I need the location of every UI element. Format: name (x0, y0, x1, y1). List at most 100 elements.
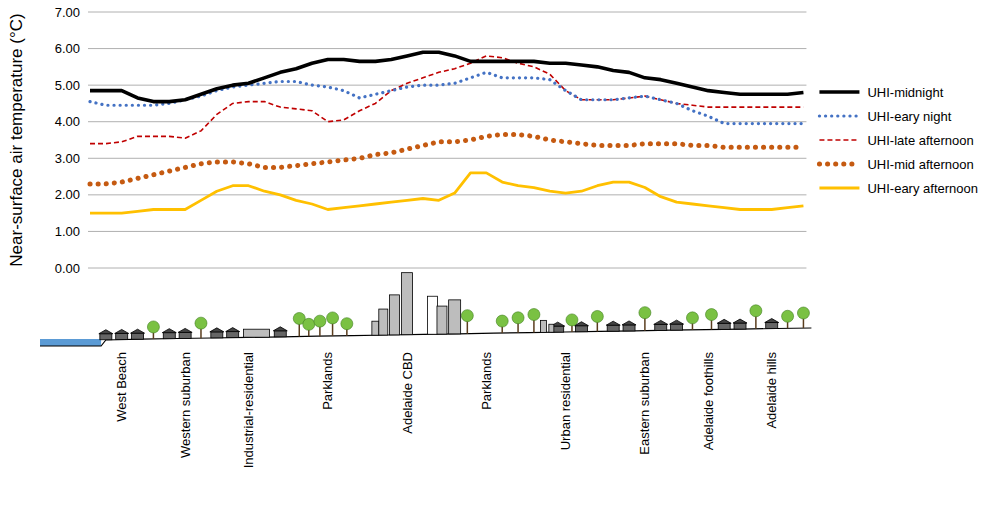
roof (606, 321, 620, 325)
x-tick-label: Parklands (479, 352, 494, 410)
house (132, 333, 144, 339)
roof (178, 328, 192, 332)
y-tick-labels: 0.00 1.00 2.00 3.00 4.00 5.00 6.00 7.00 (55, 5, 80, 276)
chart: UHI-midnightUHI-eary nightUHI-late after… (0, 0, 986, 520)
tree (591, 310, 603, 322)
roof (622, 321, 636, 325)
grid-line (88, 268, 806, 269)
building (389, 295, 399, 335)
y-axis-title: Near-surface air temperature (°C) (7, 13, 26, 266)
series-line (90, 52, 803, 101)
x-tick-label: Adelaide foothills (701, 352, 716, 451)
house (734, 323, 746, 329)
roof (131, 329, 145, 333)
legend-swatch (819, 139, 859, 141)
x-tick-label: Industrial-residential (241, 352, 256, 468)
grid-line (88, 121, 806, 122)
legend-label: UHI-eary night (867, 109, 951, 124)
house (623, 325, 635, 331)
y-tick-label: 5.00 (55, 78, 80, 93)
y-tick-label: 4.00 (55, 114, 80, 129)
sea (40, 339, 101, 346)
building (402, 273, 413, 335)
tree (528, 309, 540, 321)
roof (162, 329, 176, 333)
series-lines (90, 52, 803, 213)
legend-swatch (819, 90, 859, 94)
series-line (90, 72, 803, 123)
y-tick-label: 6.00 (55, 41, 80, 56)
tree (797, 307, 809, 319)
roof (115, 329, 129, 333)
building (427, 296, 437, 334)
legend-swatch (819, 114, 859, 117)
house (227, 332, 239, 338)
x-tick-label: Eastern suburban (637, 352, 652, 455)
house (718, 323, 730, 329)
x-tick-label: Adelaide CBD (400, 352, 415, 434)
grid (88, 12, 806, 268)
tree (314, 315, 326, 327)
roof (765, 319, 779, 323)
grid-line (88, 85, 806, 86)
x-tick-label: West Beach (114, 352, 129, 422)
tree (496, 315, 508, 327)
x-tick-labels: West Beach Western suburban Industrial-res… (114, 352, 779, 469)
tree (327, 312, 339, 324)
y-tick-label: 1.00 (55, 224, 80, 239)
building (379, 309, 388, 335)
legend-label: UHI-late afternoon (867, 133, 973, 148)
roof (733, 319, 747, 323)
house (179, 332, 191, 338)
tree (303, 318, 315, 330)
landscape (40, 273, 811, 346)
grid-line (88, 158, 806, 159)
grid-line (88, 12, 806, 13)
roof (210, 328, 224, 332)
grid-line (88, 48, 806, 49)
tree (686, 312, 698, 324)
house (116, 333, 128, 339)
tree (782, 310, 794, 322)
y-tick-label: 2.00 (55, 187, 80, 202)
tree (705, 309, 717, 321)
y-tick-label: 0.00 (55, 261, 80, 276)
x-tick-label: Parklands (320, 352, 335, 410)
x-tick-label: Urban residential (558, 352, 573, 450)
house (211, 332, 223, 338)
series-line (90, 56, 803, 144)
building (243, 329, 269, 337)
building (437, 306, 447, 334)
house (100, 334, 112, 340)
tree (341, 318, 353, 330)
x-tick-label: Adelaide hills (764, 352, 779, 429)
legend-swatch (819, 162, 859, 167)
building (549, 324, 554, 332)
house (163, 333, 175, 339)
tree (195, 317, 207, 329)
tree (147, 321, 159, 333)
house (274, 331, 286, 337)
series-line (90, 173, 803, 213)
house (575, 326, 587, 332)
building (449, 300, 461, 334)
y-tick-label: 3.00 (55, 151, 80, 166)
legend-swatch (819, 187, 859, 190)
grid-line (88, 231, 806, 232)
tree (566, 314, 578, 326)
roof (654, 320, 668, 324)
tree (750, 305, 762, 317)
roof (273, 327, 287, 331)
legend-label: UHI-eary afternoon (867, 181, 978, 196)
roof (226, 328, 240, 332)
tree (461, 310, 473, 322)
roof (717, 319, 731, 323)
y-tick-label: 7.00 (55, 5, 80, 20)
roof (99, 330, 113, 334)
roof (670, 320, 684, 324)
tree (639, 307, 651, 319)
house (766, 323, 778, 329)
house (671, 324, 683, 330)
x-tick-label: Western suburban (178, 352, 193, 458)
building (372, 321, 379, 335)
